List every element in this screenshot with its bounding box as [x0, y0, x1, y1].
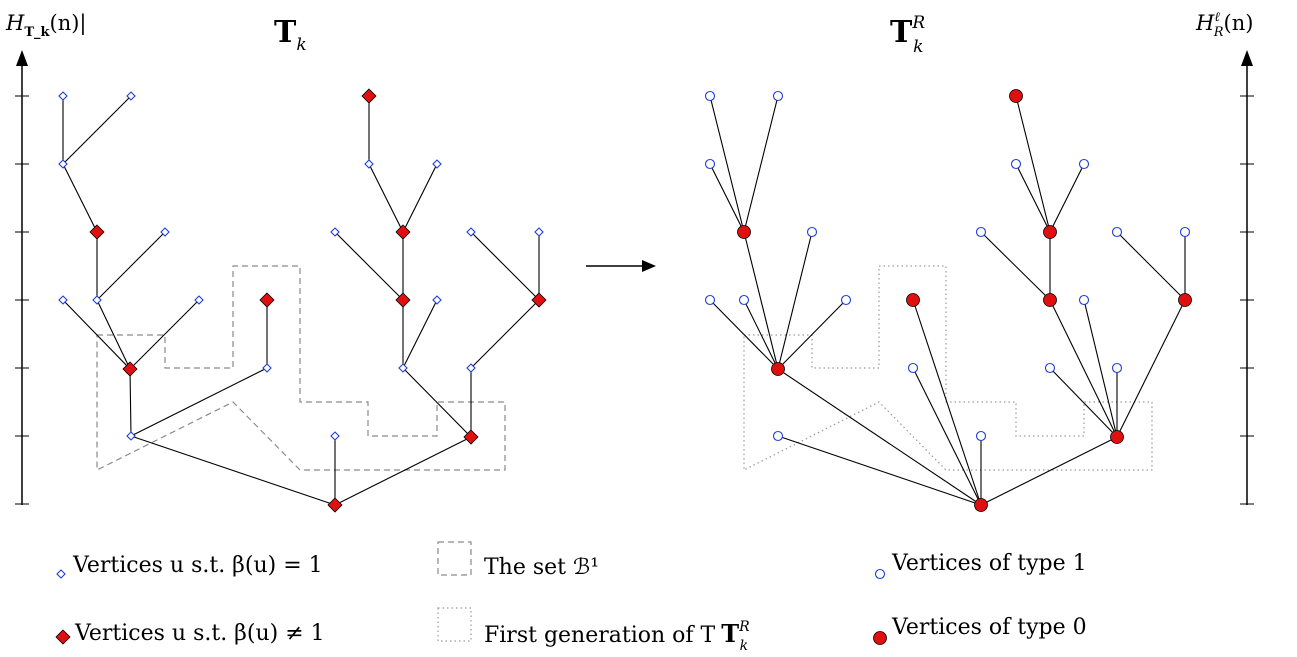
node-type-one	[1179, 226, 1191, 238]
transform-arrow-head-icon	[642, 260, 656, 272]
legend-type-zero-label: Vertices of type 0	[891, 615, 1087, 640]
node-type-one	[772, 430, 784, 442]
node-beta-not-one	[463, 429, 479, 445]
node-type-one	[1111, 226, 1123, 238]
node-beta-one	[534, 227, 544, 237]
node-type-one	[975, 430, 987, 442]
set-b-region	[96, 265, 506, 471]
node-type-zero	[1110, 430, 1124, 444]
node-type-one	[704, 158, 716, 170]
node-type-one	[704, 294, 716, 306]
node-type-one	[907, 362, 919, 374]
right-axis-arrow-icon	[1241, 50, 1253, 66]
right-height-axis	[1240, 50, 1254, 505]
legend-type-one-label: Vertices of type 1	[891, 551, 1087, 576]
node-type-zero	[1178, 293, 1192, 307]
node-type-one	[772, 90, 784, 102]
node-type-zero	[771, 362, 785, 376]
node-beta-one	[58, 91, 68, 101]
node-type-one	[704, 90, 716, 102]
node-beta-not-one	[361, 88, 377, 104]
node-beta-one	[126, 431, 136, 441]
node-type-one	[806, 226, 818, 238]
node-beta-not-one	[395, 292, 411, 308]
node-type-one	[975, 226, 987, 238]
node-beta-one	[466, 363, 476, 373]
node-type-zero	[906, 293, 920, 307]
node-type-one	[1078, 294, 1090, 306]
node-beta-one	[330, 227, 340, 237]
node-beta-not-one	[89, 224, 105, 240]
node-type-zero	[1043, 293, 1057, 307]
node-type-one	[1010, 158, 1022, 170]
left-tree-nodes	[58, 88, 547, 513]
node-beta-not-one	[395, 224, 411, 240]
left-axis-arrow-icon	[16, 50, 28, 66]
node-beta-one	[398, 363, 408, 373]
node-beta-one	[194, 295, 204, 305]
node-type-one	[1044, 362, 1056, 374]
legend-beta-not-one-label: Vertices u s.t. β(u) ≠ 1	[74, 621, 325, 646]
legend: Vertices u s.t. β(u) = 1 Vertices u s.t.…	[55, 541, 1087, 654]
left-tree-title: Tk	[274, 15, 307, 55]
node-beta-one	[262, 363, 272, 373]
left-height-axis	[15, 50, 29, 505]
first-generation-region	[743, 265, 1153, 471]
node-beta-one	[92, 295, 102, 305]
legend-beta-not-one-marker-icon	[55, 629, 71, 645]
node-type-one	[738, 294, 750, 306]
node-type-one	[1078, 158, 1090, 170]
legend-beta-one-marker-icon	[56, 569, 66, 579]
node-type-zero	[1009, 89, 1023, 103]
node-beta-not-one-root	[327, 497, 343, 513]
node-type-zero-root	[974, 498, 988, 512]
legend-set-b-swatch	[437, 541, 472, 576]
node-type-zero	[1043, 225, 1057, 239]
legend-first-gen-swatch	[437, 607, 472, 642]
node-beta-one	[432, 159, 442, 169]
node-beta-one	[364, 159, 374, 169]
node-beta-not-one	[531, 292, 547, 308]
node-beta-one	[466, 227, 476, 237]
node-beta-one	[126, 91, 136, 101]
legend-type-one-marker-icon	[874, 568, 886, 580]
node-type-zero	[737, 225, 751, 239]
right-tree-nodes	[704, 89, 1192, 512]
node-type-one	[840, 294, 852, 306]
legend-beta-one-label: Vertices u s.t. β(u) = 1	[72, 553, 323, 578]
legend-set-b-label: The set ℬ¹	[484, 555, 599, 580]
left-tree-edges	[62, 95, 540, 506]
node-beta-one	[330, 431, 340, 441]
right-axis-label: Hℓ R(n)	[1195, 10, 1253, 40]
node-beta-not-one	[122, 361, 138, 377]
left-axis-label: HT_k(n)|	[5, 11, 87, 40]
right-tree-title: TR k	[890, 13, 925, 57]
node-beta-one	[160, 227, 170, 237]
legend-first-gen-label: First generation of T TR k	[484, 619, 750, 654]
node-beta-not-one	[259, 292, 275, 308]
node-beta-one	[58, 295, 68, 305]
right-tree-edges	[709, 95, 1186, 506]
legend-type-zero-marker-icon	[873, 631, 887, 645]
node-beta-one	[58, 159, 68, 169]
node-beta-one	[432, 295, 442, 305]
node-type-one	[1111, 362, 1123, 374]
